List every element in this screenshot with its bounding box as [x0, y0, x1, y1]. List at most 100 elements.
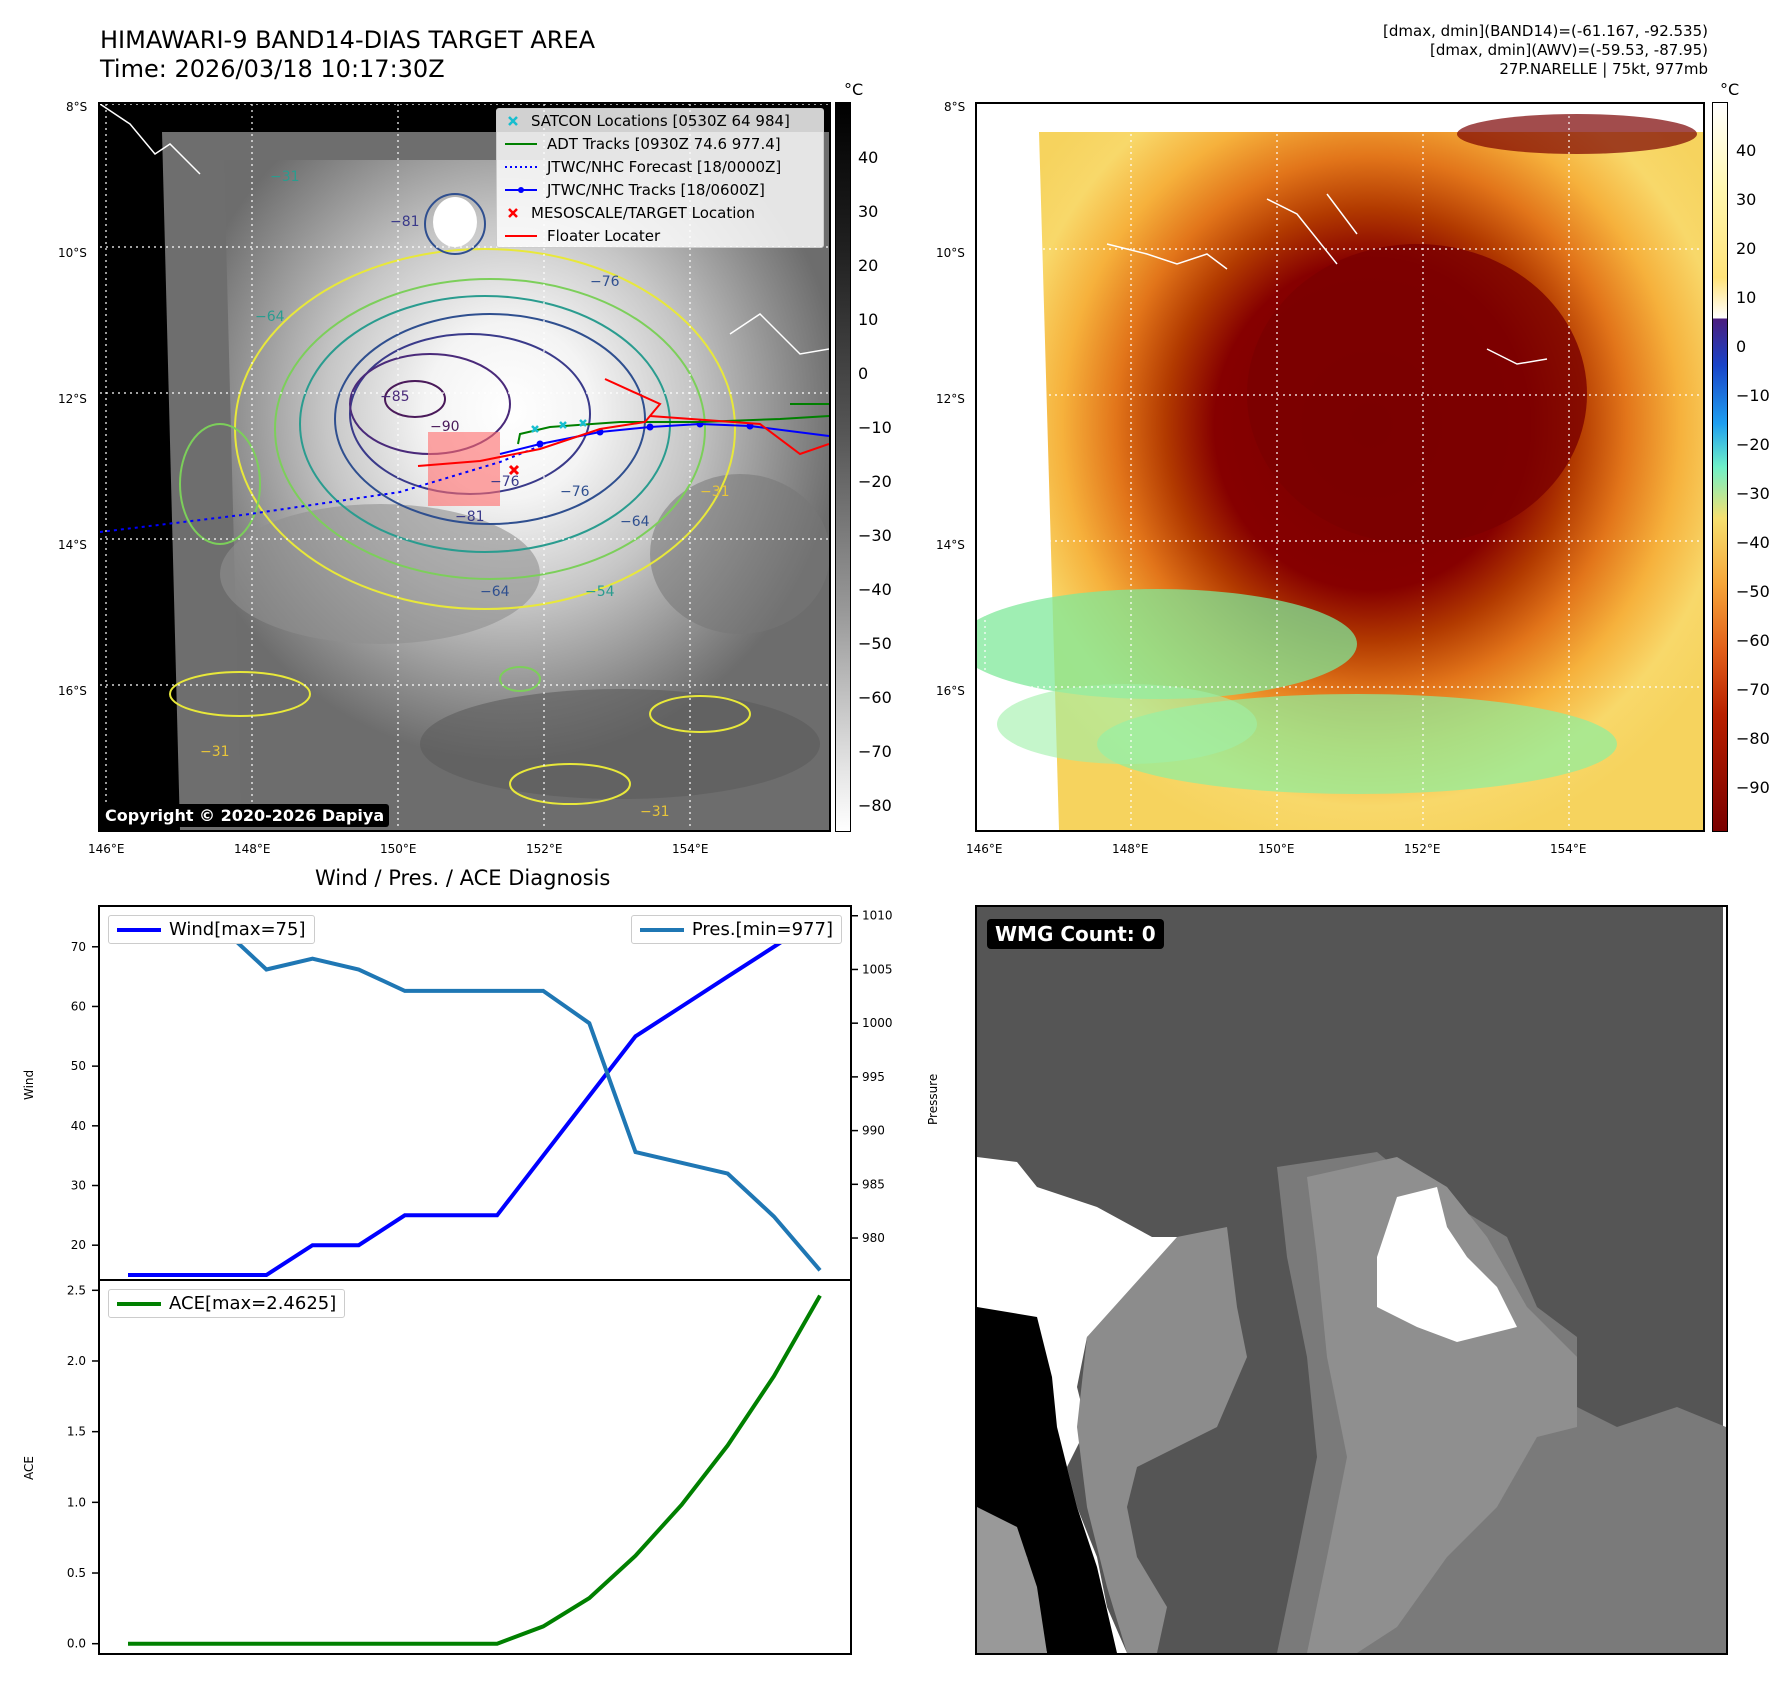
colorbar-tick: −50	[858, 634, 892, 653]
contour-label: −64	[480, 584, 510, 600]
copyright-badge: Copyright © 2020-2026 Dapiya	[100, 804, 390, 827]
info-line-1: [dmax, dmin](BAND14)=(-61.167, -92.535)	[1383, 22, 1708, 40]
lon-label: 154°E	[672, 842, 709, 856]
lat-label: 14°S	[58, 538, 87, 552]
contour-label: −85	[380, 389, 410, 405]
ytick-label: 70	[71, 940, 86, 954]
colorbar-tick: −80	[858, 796, 892, 815]
legend-item-adt: ADT Tracks [0930Z 74.6 977.4]	[505, 134, 781, 153]
contour-label: −81	[390, 214, 420, 230]
wind-axis-label: Wind	[22, 1069, 36, 1100]
contour-label: −76	[490, 474, 520, 490]
awv-colorbar	[1712, 102, 1728, 832]
lat-label: 10°S	[58, 246, 87, 260]
contour-label: −64	[620, 514, 650, 530]
lat-label: 14°S	[936, 538, 965, 552]
colorbar-tick: 10	[1736, 288, 1757, 307]
lat-label: 8°S	[944, 100, 966, 114]
colorbar-tick: 0	[858, 364, 869, 383]
lon-label: 150°E	[1258, 842, 1295, 856]
lon-label: 148°E	[1112, 842, 1149, 856]
colorbar-tick: −10	[858, 418, 892, 437]
colorbar-tick: −30	[858, 526, 892, 545]
lat-label: 8°S	[66, 100, 88, 114]
ytick-label: 1010	[862, 909, 893, 923]
colorbar-tick: 40	[858, 148, 879, 167]
ytick-label: 980	[862, 1231, 885, 1245]
title-line-1: HIMAWARI-9 BAND14-DIAS TARGET AREA	[100, 26, 596, 54]
lon-label: 146°E	[88, 842, 125, 856]
ytick-label: 985	[862, 1177, 885, 1191]
awv-satellite-panel	[975, 102, 1705, 832]
ir-colorbar-unit: °C	[844, 80, 864, 99]
ytick-label: 60	[71, 999, 86, 1013]
pressure-legend: Pres.[min=977]	[630, 915, 842, 944]
colorbar-tick: −60	[1736, 631, 1770, 650]
wmg-imagery	[977, 907, 1726, 1653]
pressure-axis-label: Pressure	[926, 1073, 940, 1125]
wmg-count-badge: WMG Count: 0	[987, 919, 1164, 949]
wind-series-line	[128, 915, 822, 1277]
awv-colorbar-unit: °C	[1720, 80, 1740, 99]
ytick-label: 30	[71, 1179, 86, 1193]
contour-label: −31	[200, 744, 230, 760]
colorbar-tick: 20	[1736, 239, 1757, 258]
colorbar-tick: −40	[1736, 533, 1770, 552]
target-area-box	[428, 432, 500, 506]
colorbar-tick: 40	[1736, 141, 1757, 160]
legend-item-floater: Floater Locater	[505, 226, 661, 245]
pressure-series-line	[128, 924, 822, 1272]
lon-label: 152°E	[1404, 842, 1441, 856]
contour-label: −81	[455, 509, 485, 525]
legend-item-jtwc-tracks: JTWC/NHC Tracks [18/0600Z]	[497, 178, 823, 201]
ace-chart: 0.0 0.5 1.0 1.5 2.0 2.5 ACE[max=2.4625]	[67, 1279, 852, 1655]
legend-item-target: MESOSCALE/TARGET Location	[497, 201, 823, 224]
ytick-label: 995	[862, 1070, 885, 1084]
ytick-label: 1.0	[67, 1495, 86, 1509]
wind-legend: Wind[max=75]	[108, 915, 315, 944]
lon-label: 154°E	[1550, 842, 1587, 856]
colorbar-tick: 30	[1736, 190, 1757, 209]
colorbar-tick: −10	[1736, 386, 1770, 405]
ytick-label: 1005	[862, 962, 893, 976]
colorbar-tick: −60	[858, 688, 892, 707]
ytick-label: 0.0	[67, 1637, 86, 1651]
contour-label: −31	[270, 169, 300, 185]
info-line-2: [dmax, dmin](AWV)=(-59.53, -87.95)	[1429, 41, 1708, 59]
colorbar-tick: 10	[858, 310, 879, 329]
ytick-label: 990	[862, 1124, 885, 1138]
info-line-3: 27P.NARELLE | 75kt, 977mb	[1499, 60, 1708, 78]
contour-label: −76	[560, 484, 590, 500]
colorbar-tick: −70	[858, 742, 892, 761]
colorbar-tick: −40	[858, 580, 892, 599]
storm-info: [dmax, dmin](BAND14)=(-61.167, -92.535) …	[1383, 22, 1708, 79]
colorbar-tick: 20	[858, 256, 879, 275]
legend-item-forecast: JTWC/NHC Forecast [18/0000Z]	[505, 157, 782, 176]
ytick-label: 2.5	[67, 1283, 86, 1297]
diagnosis-title: Wind / Pres. / ACE Diagnosis	[315, 866, 611, 890]
legend-item-satcon: SATCON Locations [0530Z 64 984]	[497, 109, 823, 132]
contour-label: −64	[255, 309, 285, 325]
colorbar-tick: −90	[1736, 778, 1770, 797]
contour-label: −31	[640, 804, 670, 820]
map-legend: SATCON Locations [0530Z 64 984] ADT Trac…	[496, 108, 824, 248]
colorbar-tick: −50	[1736, 582, 1770, 601]
contour-label: −54	[585, 584, 615, 600]
ir-satellite-panel: −31 −31 −31 −31 −54 −64 −64 −64 −76 −76 …	[98, 102, 831, 832]
ir-colorbar	[835, 102, 851, 832]
colorbar-tick: −20	[858, 472, 892, 491]
lon-label: 150°E	[380, 842, 417, 856]
ace-plot: 0.0 0.5 1.0 1.5 2.0 2.5	[67, 1279, 852, 1655]
ytick-label: 0.5	[67, 1566, 86, 1580]
contour-label: −31	[700, 484, 730, 500]
ace-legend: ACE[max=2.4625]	[108, 1289, 346, 1318]
ytick-label: 1000	[862, 1016, 893, 1030]
lon-label: 148°E	[234, 842, 271, 856]
awv-imagery	[977, 104, 1703, 830]
ytick-label: 2.0	[67, 1354, 86, 1368]
contour-label: −76	[590, 274, 620, 290]
colorbar-tick: −80	[1736, 729, 1770, 748]
colorbar-tick: 0	[1736, 337, 1747, 356]
lat-label: 12°S	[58, 392, 87, 406]
wind-pressure-plot: 20 30 40 50 60 70 980 985 990 995 1000 1005 1010	[71, 905, 893, 1281]
